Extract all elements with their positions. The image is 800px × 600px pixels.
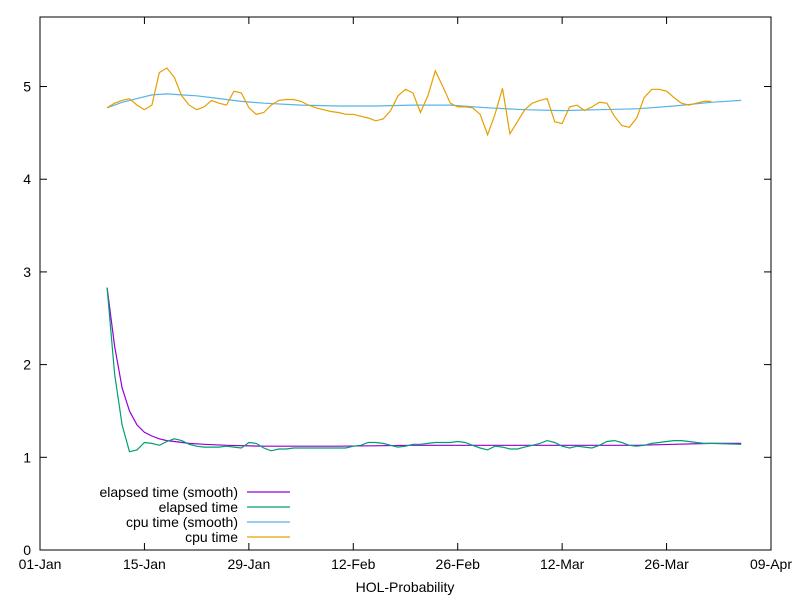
axis-ticks: 01-Jan 15-Jan 29-Jan 12-Feb 26-Feb 12-Mar 26-M…: [19, 17, 792, 572]
y-tick-label: 2: [23, 357, 31, 373]
x-tick-label: 26-Mar: [644, 556, 689, 572]
x-axis-title: HOL-Probability: [356, 579, 455, 595]
x-tick-label: 29-Jan: [227, 556, 270, 572]
x-tick-label: 15-Jan: [123, 556, 166, 572]
x-tick-label: 26-Feb: [436, 556, 481, 572]
series-lines: [106, 67, 742, 453]
legend-label: elapsed time: [159, 499, 239, 515]
y-tick-label: 0: [23, 542, 31, 558]
legend-label: cpu time (smooth): [126, 514, 238, 530]
series-line-cpu-time-smooth: [106, 93, 742, 112]
y-tick-label: 5: [23, 79, 31, 95]
legend-label: elapsed time (smooth): [99, 484, 238, 500]
series-line-cpu-time: [106, 67, 712, 137]
plot-frame: [39, 16, 772, 551]
x-tick-label: 12-Mar: [540, 556, 585, 572]
x-tick-label: 01-Jan: [19, 556, 62, 572]
legend-label: cpu time: [185, 529, 238, 545]
y-tick-label: 4: [23, 171, 31, 187]
y-tick-label: 1: [23, 449, 31, 465]
series-line-elapsed-time-smooth: [106, 287, 742, 447]
x-tick-label: 12-Feb: [331, 556, 376, 572]
x-tick-label: 09-Apr: [750, 556, 792, 572]
series-line-elapsed-time: [106, 287, 742, 453]
y-tick-label: 3: [23, 264, 31, 280]
